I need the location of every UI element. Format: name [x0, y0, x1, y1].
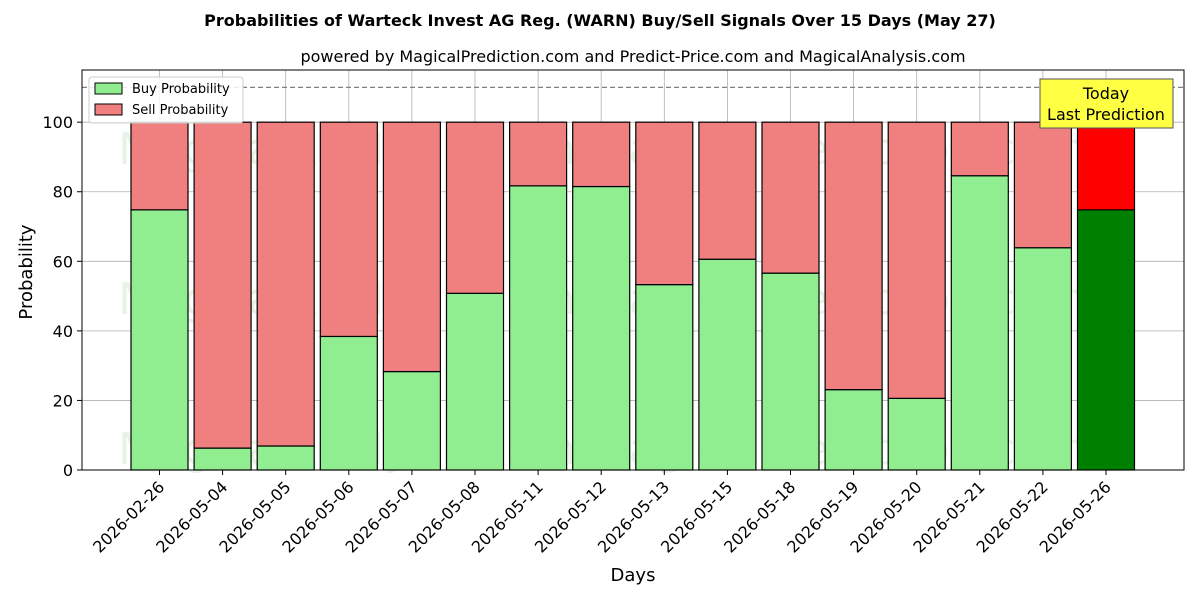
y-tick-label: 60: [53, 252, 73, 271]
legend-swatch: [94, 82, 123, 95]
legend-label: Sell Probability: [132, 103, 229, 118]
buy-bar: [319, 335, 378, 471]
legend-swatch: [94, 103, 123, 116]
y-tick-label: 20: [53, 391, 73, 410]
buy-bar: [256, 445, 315, 471]
buy-bar: [950, 175, 1009, 471]
buy-bar: [572, 185, 631, 471]
y-tick-label: 0: [63, 461, 73, 480]
sell-bar: [509, 121, 568, 187]
today-annotation: Today Last Prediction: [1039, 78, 1174, 129]
bars: [130, 121, 1136, 471]
sell-bar: [1076, 121, 1136, 211]
buy-bar: [130, 209, 189, 471]
buy-bar: [1076, 209, 1136, 471]
buy-bar: [382, 370, 441, 471]
sell-bar: [572, 121, 631, 188]
sell-bar: [130, 121, 189, 211]
y-axis-ticks: 0 20 40 60 80 100: [42, 113, 82, 480]
x-axis-ticks: 2026-02-262026-05-042026-05-052026-05-06…: [89, 470, 1115, 557]
buy-bar: [1013, 247, 1073, 471]
buy-bar: [635, 284, 694, 471]
plot-frame: [81, 69, 1185, 471]
y-axis-label: Probability: [16, 224, 37, 319]
sell-bar: [445, 121, 505, 294]
y-tick-label: 100: [42, 113, 73, 132]
annotation-box: [1039, 78, 1174, 129]
legend-label: Buy Probability: [132, 82, 230, 97]
sell-bar: [761, 121, 820, 274]
chart-subtitle: powered by MagicalPrediction.com and Pre…: [300, 47, 965, 66]
buy-bar: [761, 272, 820, 471]
chart-title: Probabilities of Warteck Invest AG Reg. …: [204, 11, 996, 30]
sell-bar: [256, 121, 315, 447]
legend: Buy Probability Sell Probability: [88, 76, 244, 124]
y-tick-label: 40: [53, 322, 73, 341]
buy-bar: [698, 258, 757, 471]
legend-box: [88, 76, 244, 124]
sell-bar: [193, 121, 252, 449]
sell-bar: [950, 121, 1009, 177]
buy-bar: [193, 447, 252, 471]
buy-bar: [887, 397, 946, 471]
sell-bar: [319, 121, 378, 338]
sell-bar: [635, 121, 694, 286]
sell-bar: [382, 121, 441, 373]
annotation-text: Today: [1082, 84, 1129, 103]
sell-bar: [1013, 121, 1073, 249]
buy-bar: [445, 292, 505, 471]
sell-bar: [698, 121, 757, 260]
buy-bar: [824, 389, 883, 471]
sell-bar: [824, 121, 883, 391]
annotation-text: Last Prediction: [1047, 105, 1165, 124]
buy-bar: [509, 185, 568, 471]
y-tick-label: 80: [53, 183, 73, 202]
sell-bar: [887, 121, 946, 399]
x-axis-label: Days: [611, 565, 656, 586]
